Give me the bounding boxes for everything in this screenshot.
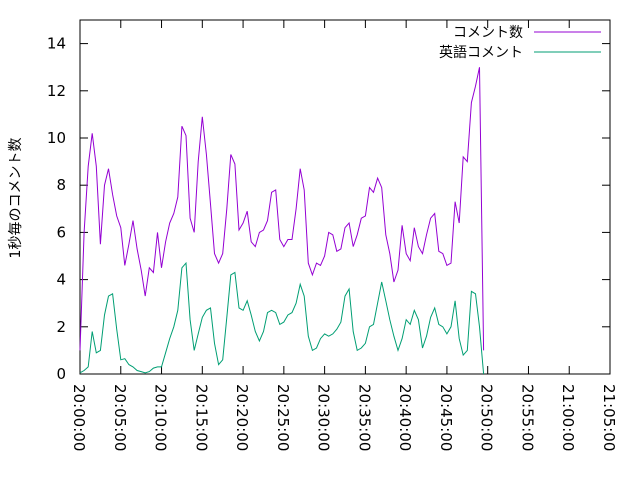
x-tick-label: 21:00:00: [559, 384, 577, 451]
x-tick-label: 20:20:00: [233, 384, 251, 451]
x-tick-label: 20:45:00: [437, 384, 455, 451]
plot-area: [79, 19, 611, 375]
series-line-1: [79, 67, 485, 351]
x-tick-label: 20:05:00: [111, 384, 129, 451]
plot-border: [79, 19, 611, 375]
x-tick-label: 20:15:00: [192, 384, 210, 451]
y-tick-label: 4: [56, 271, 66, 289]
y-axis-label: 1秒毎のコメント数: [8, 138, 24, 259]
x-tick-label: 20:35:00: [355, 384, 373, 451]
y-tick-label: 2: [56, 318, 66, 336]
series-lines: [79, 67, 485, 375]
x-tick-label: 20:25:00: [274, 384, 292, 451]
legend-label-2: 英語コメント: [439, 44, 523, 61]
y-tick-label: 14: [47, 35, 66, 53]
axes: 0 2 4 6 8 10 12 14 20:00:00 20:05:00 20:10:00 20:15…: [47, 20, 618, 451]
y-tick-label: 10: [47, 129, 66, 147]
x-tick-label: 20:50:00: [478, 384, 496, 451]
x-tick-label: 20:00:00: [70, 384, 88, 451]
y-tick-label: 12: [47, 82, 66, 100]
x-tick-label: 20:30:00: [315, 384, 333, 451]
y-tick-label: 8: [56, 176, 66, 194]
legend-label-1: コメント数: [453, 25, 523, 41]
x-tick-label: 20:55:00: [518, 384, 536, 451]
x-tick-label: 20:40:00: [396, 384, 414, 451]
x-tick-label: 20:10:00: [152, 384, 170, 451]
series-line-2: [79, 261, 485, 375]
x-tick-label: 21:05:00: [600, 384, 618, 451]
y-tick-label: 6: [56, 223, 66, 241]
y-tick-label: 0: [56, 365, 66, 383]
